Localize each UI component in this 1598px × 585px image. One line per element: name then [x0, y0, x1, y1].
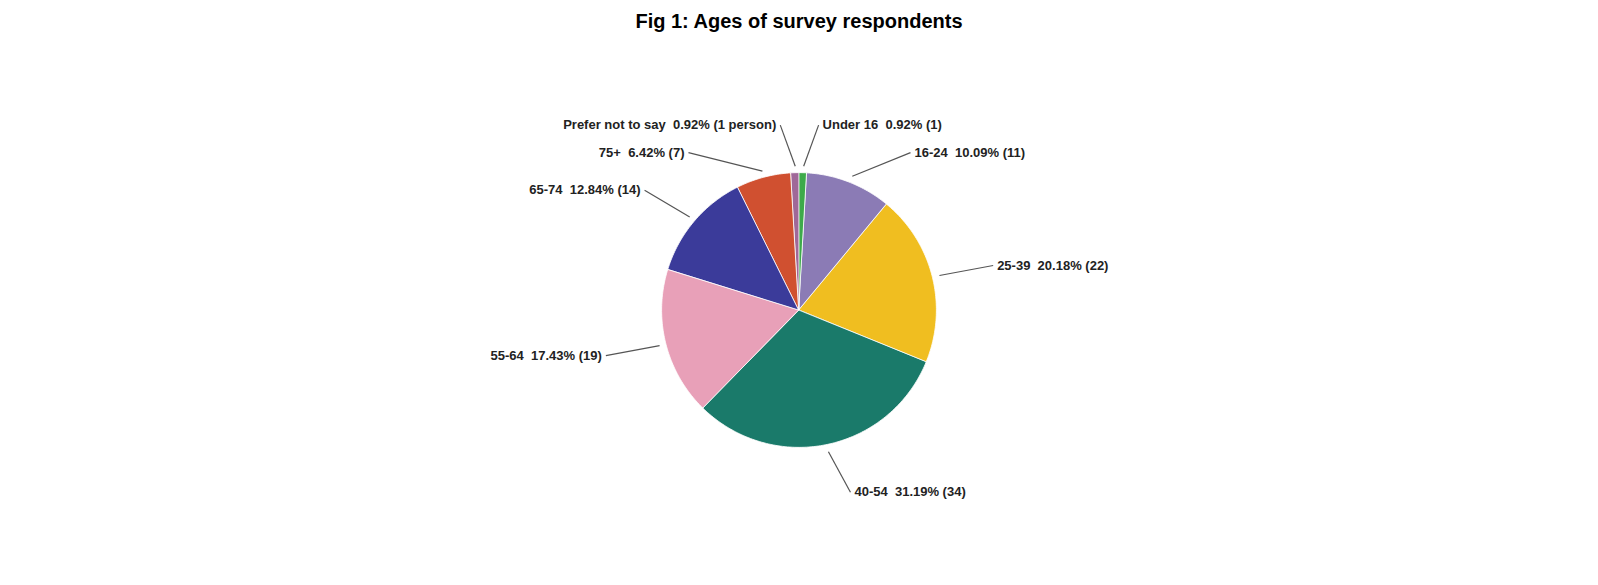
svg-text:40-54 31.19% (34): 40-54 31.19% (34) — [854, 484, 965, 499]
svg-text:Prefer not to say 0.92% (1 pe: Prefer not to say 0.92% (1 person) — [563, 117, 776, 132]
svg-text:65-74 12.84% (14): 65-74 12.84% (14) — [529, 182, 640, 197]
svg-text:55-64 17.43% (19): 55-64 17.43% (19) — [491, 348, 602, 363]
html-text:Fig 1: Ages of survey responde: Fig 1: Ages of survey respondents — [635, 10, 963, 32]
svg-text:Under 16 0.92% (1): Under 16 0.92% (1) — [823, 117, 942, 132]
svg-text:75+ 6.42% (7): 75+ 6.42% (7) — [599, 145, 685, 160]
svg-text:25-39 20.18% (22): 25-39 20.18% (22) — [997, 258, 1108, 273]
svg-text:16-24 10.09% (11): 16-24 10.09% (11) — [914, 145, 1025, 160]
